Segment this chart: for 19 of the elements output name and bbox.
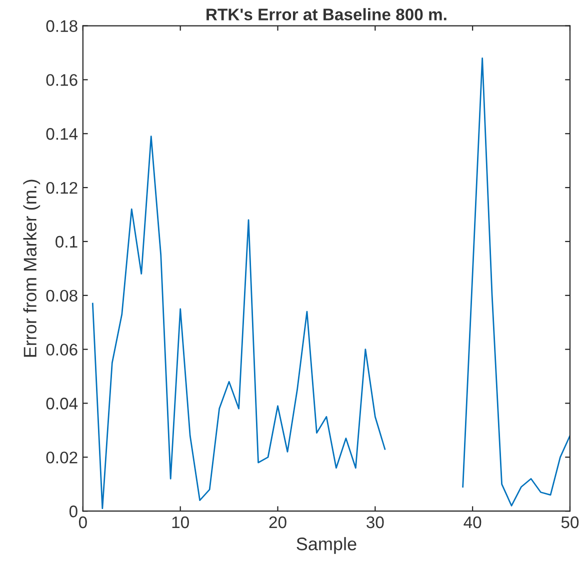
y-tick-label: 0.12	[46, 182, 78, 194]
y-tick-label: 0.14	[46, 128, 78, 140]
x-tick-label: 20	[269, 516, 286, 528]
y-tick-label: 0.18	[46, 20, 78, 32]
x-tick-label: 40	[464, 516, 482, 528]
y-axis-title: Error from Marker (m.)	[23, 180, 40, 357]
x-tick-label: 0	[78, 516, 87, 528]
x-tick-label: 50	[561, 516, 579, 528]
y-tick-label: 0.04	[46, 398, 78, 410]
x-tick-label: 10	[172, 516, 189, 528]
y-tick-label: 0.16	[46, 74, 78, 86]
y-tick-label: 0.1	[56, 236, 78, 248]
y-tick-label: 0.06	[46, 344, 78, 356]
y-tick-label: 0.02	[46, 452, 78, 464]
y-tick-label: 0.08	[46, 290, 78, 302]
chart-title: RTK's Error at Baseline 800 m.	[206, 8, 446, 20]
y-tick-label: 0	[69, 506, 78, 518]
x-axis-title: Sample	[296, 537, 356, 554]
x-tick-label: 30	[366, 516, 384, 528]
